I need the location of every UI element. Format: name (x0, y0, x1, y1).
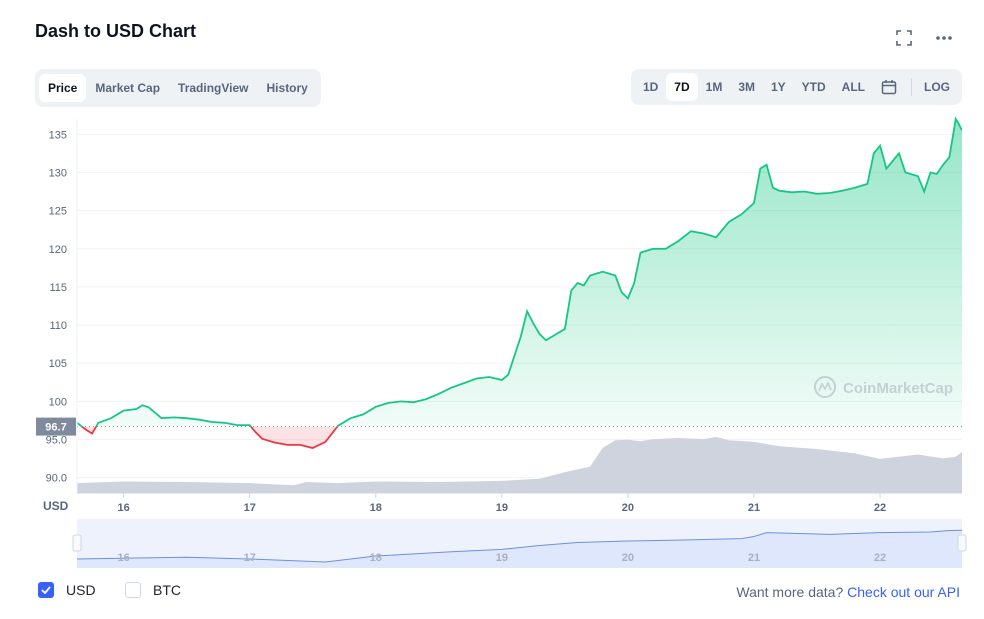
x-tick-label: 17 (244, 502, 256, 514)
tab-price[interactable]: Price (39, 74, 87, 102)
page-title: Dash to USD Chart (35, 21, 197, 41)
navigator-area (77, 530, 962, 568)
tab-history[interactable]: History (266, 81, 308, 95)
y-tick-label: 125 (49, 206, 67, 218)
calendar-icon[interactable] (881, 78, 899, 96)
usd-checkbox[interactable] (38, 582, 54, 598)
navigator-tick-label: 19 (496, 552, 508, 564)
btc-checkbox[interactable] (125, 582, 141, 598)
y-tick-label: 110 (49, 320, 67, 332)
price-area-up (77, 119, 962, 427)
navigator-handle-right[interactable] (957, 534, 967, 552)
y-tick-label: 90.0 (46, 473, 67, 485)
btc-label: BTC (153, 582, 181, 598)
y-tick-label: 115 (49, 282, 67, 294)
volume-area (77, 436, 962, 493)
x-tick-label: 21 (748, 502, 760, 514)
usd-label: USD (66, 582, 96, 598)
range-7d[interactable]: 7D (666, 73, 698, 101)
navigator-handle-grip (957, 534, 967, 552)
y-tick-label: 130 (49, 167, 67, 179)
x-tick-label: 19 (496, 502, 508, 514)
more-data-note: Want more data? Check out our API (736, 584, 960, 600)
api-link[interactable]: Check out our API (847, 584, 960, 600)
x-tick-label: 22 (874, 502, 886, 514)
navigator-handle-left[interactable] (72, 534, 82, 552)
navigator-tick-label: 21 (748, 552, 760, 564)
current-price-tag (36, 417, 76, 436)
x-tick-label: 16 (118, 502, 130, 514)
navigator-handle-grip (72, 534, 82, 552)
x-tick-label: 20 (622, 502, 634, 514)
price-area-down (77, 426, 962, 448)
legend-usd[interactable]: USD (38, 582, 96, 598)
range-1d[interactable]: 1D (642, 80, 659, 94)
tab-tradingview[interactable]: TradingView (178, 81, 249, 95)
log-toggle[interactable]: LOG (924, 80, 950, 94)
price-line-up (77, 116, 962, 427)
chart-type-tabs: Price Market Cap TradingView History (35, 69, 321, 107)
navigator-tick-label: 18 (370, 552, 382, 564)
time-range-selector: 1D 7D 1M 3M 1Y YTD ALL LOG (630, 69, 962, 105)
y-tick-label: 120 (49, 244, 67, 256)
watermark-text: CoinMarketCap (843, 380, 953, 397)
x-tick-label: 18 (370, 502, 382, 514)
range-ytd[interactable]: YTD (801, 80, 826, 94)
more-dots-icon[interactable] (934, 28, 954, 48)
y-tick-label: 105 (49, 358, 67, 370)
range-1y[interactable]: 1Y (770, 80, 786, 94)
more-data-text: Want more data? (736, 584, 848, 600)
navigator-tick-label: 22 (874, 552, 886, 564)
range-3m[interactable]: 3M (738, 80, 755, 94)
navigator-tick-label: 16 (118, 552, 130, 564)
y-tick-label: 100 (49, 396, 67, 408)
range-all[interactable]: ALL (841, 80, 865, 94)
y-axis-unit-label: USD (43, 499, 69, 513)
y-tick-label: 95.0 (46, 435, 67, 447)
coinmarketcap-logo: CoinMarketCap (814, 376, 953, 398)
fullscreen-icon[interactable] (894, 28, 914, 48)
legend-btc[interactable]: BTC (125, 582, 181, 598)
range-1m[interactable]: 1M (705, 80, 723, 94)
navigator-line (76, 529, 963, 563)
tab-market-cap[interactable]: Market Cap (95, 81, 161, 95)
check-icon (41, 586, 51, 594)
range-divider (911, 78, 912, 96)
navigator-tick-label: 20 (622, 552, 634, 564)
current-price-label: 96.7 (45, 422, 66, 434)
y-tick-label: 135 (49, 129, 67, 141)
coinmarketcap-logo-mark (814, 376, 836, 398)
navigator-tick-label: 17 (244, 552, 256, 564)
coinmarketcap-logo-wave (818, 381, 832, 392)
